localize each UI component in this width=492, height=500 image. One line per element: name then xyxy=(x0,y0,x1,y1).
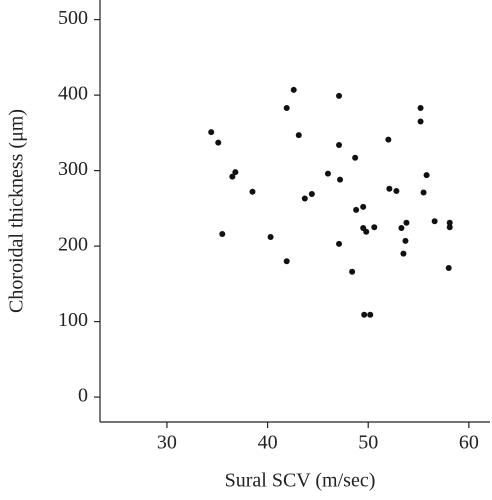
y-tick-label: 300 xyxy=(58,158,88,180)
point xyxy=(208,129,215,136)
point xyxy=(361,311,368,318)
point xyxy=(267,234,274,241)
point xyxy=(290,86,297,93)
point xyxy=(283,104,290,111)
point xyxy=(349,268,356,275)
point xyxy=(393,187,400,194)
point xyxy=(283,258,290,265)
point xyxy=(431,218,438,225)
point xyxy=(417,104,424,111)
point xyxy=(420,189,427,196)
point xyxy=(336,92,343,99)
point xyxy=(446,224,453,231)
y-tick-label: 0 xyxy=(78,385,88,407)
point xyxy=(215,139,222,146)
x-tick-label: 60 xyxy=(459,432,479,454)
point xyxy=(446,219,453,226)
point xyxy=(402,237,409,244)
y-tick-label: 500 xyxy=(58,7,88,29)
x-tick-label: 30 xyxy=(157,432,177,454)
point xyxy=(398,224,405,231)
point xyxy=(353,206,360,213)
point xyxy=(295,132,302,139)
point xyxy=(336,240,343,247)
point xyxy=(417,118,424,125)
point xyxy=(360,203,367,210)
point xyxy=(352,154,359,161)
x-tick-label: 50 xyxy=(358,432,378,454)
point xyxy=(367,311,374,318)
point xyxy=(324,170,331,177)
point xyxy=(403,219,410,226)
point xyxy=(308,191,315,198)
y-tick-label: 400 xyxy=(58,83,88,105)
point xyxy=(363,228,370,235)
point xyxy=(371,224,378,231)
point xyxy=(249,188,256,195)
y-tick-label: 100 xyxy=(58,309,88,331)
y-axis-label: Choroidal thickness (μm) xyxy=(6,109,28,313)
point xyxy=(386,185,393,192)
point xyxy=(445,264,452,271)
point xyxy=(229,173,236,180)
point xyxy=(385,136,392,143)
x-tick-label: 40 xyxy=(258,432,278,454)
point xyxy=(337,176,344,183)
point xyxy=(301,195,308,202)
point xyxy=(219,231,226,238)
point xyxy=(336,141,343,148)
point xyxy=(423,172,430,179)
point xyxy=(232,169,239,176)
y-tick-label: 200 xyxy=(58,234,88,256)
point xyxy=(400,250,407,257)
x-axis-label: Sural SCV (m/sec) xyxy=(225,470,376,492)
